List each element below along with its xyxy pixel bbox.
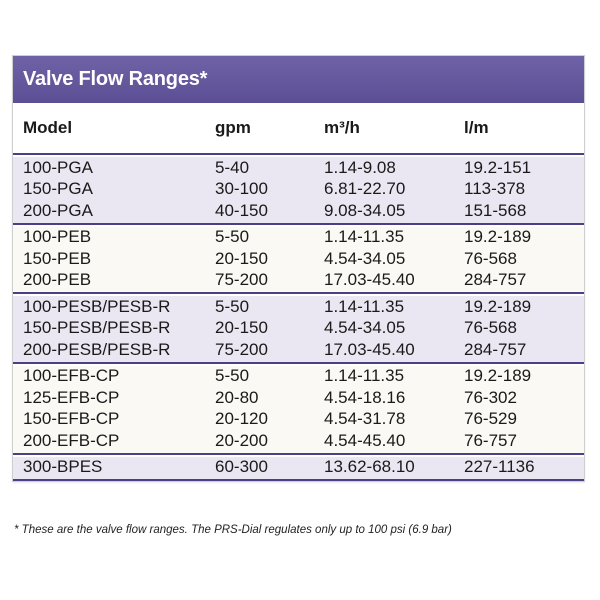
header-lm: l/m	[464, 118, 489, 137]
cell-m3h: 4.54-31.78	[324, 409, 406, 429]
cell-gpm: 20-150	[215, 248, 268, 268]
row-group: 100-PESB/PESB-R 5-50 1.14-11.35 19.2-189 150…	[13, 296, 584, 364]
row-group: 300-BPES 60-300 13.62-68.10 227-1136	[13, 456, 584, 481]
table-row: 125-EFB-CP 20-80 4.54-18.16 76-302	[13, 387, 584, 409]
table-row: 200-PESB/PESB-R 75-200 17.03-45.40 284-757	[13, 339, 584, 361]
cell-m3h: 17.03-45.40	[324, 339, 415, 359]
cell-m3h: 6.81-22.70	[324, 179, 406, 199]
table-row: 200-PEB 75-200 17.03-45.40 284-757	[13, 270, 584, 292]
table-row: 100-EFB-CP 5-50 1.14-11.35 19.2-189	[13, 366, 584, 388]
cell-m3h: 4.54-34.05	[324, 248, 406, 268]
cell-gpm: 20-200	[215, 430, 268, 450]
cell-model: 150-PESB/PESB-R	[23, 318, 171, 338]
cell-lm: 19.2-151	[464, 157, 532, 177]
table-body: 100-PGA 5-40 1.14-9.08 19.2-151 150-PGA 30-10…	[13, 157, 584, 481]
cell-model: 200-PESB/PESB-R	[23, 339, 171, 359]
table-row: 100-PEB 5-50 1.14-11.35 19.2-189	[13, 227, 584, 249]
cell-m3h: 1.14-11.35	[324, 296, 405, 316]
cell-lm: 284-757	[464, 270, 527, 290]
table-row: 150-PESB/PESB-R 20-150 4.54-34.05 76-568	[13, 318, 584, 340]
cell-gpm: 5-50	[215, 227, 250, 247]
cell-gpm: 20-150	[215, 318, 268, 338]
cell-m3h: 4.54-45.40	[324, 430, 406, 450]
row-group: 100-PEB 5-50 1.14-11.35 19.2-189 150-PEB 20-1…	[13, 226, 584, 294]
cell-gpm: 60-300	[215, 457, 268, 477]
table-row: 100-PESB/PESB-R 5-50 1.14-11.35 19.2-189	[13, 296, 584, 318]
cell-gpm: 5-50	[215, 366, 250, 386]
cell-model: 200-PGA	[23, 200, 93, 220]
cell-lm: 19.2-189	[464, 296, 532, 316]
cell-m3h: 4.54-18.16	[324, 387, 406, 407]
cell-m3h: 4.54-34.05	[324, 318, 406, 338]
row-group: 100-PGA 5-40 1.14-9.08 19.2-151 150-PGA 30-10…	[13, 157, 584, 225]
header-model: Model	[23, 118, 73, 137]
cell-model: 150-PEB	[23, 248, 92, 268]
table-row: 100-PGA 5-40 1.14-9.08 19.2-151	[13, 157, 584, 179]
table-row: 150-EFB-CP 20-120 4.54-31.78 76-529	[13, 409, 584, 431]
table-row: 150-PGA 30-100 6.81-22.70 113-378	[13, 179, 584, 201]
cell-model: 300-BPES	[23, 457, 103, 477]
cell-model: 200-PEB	[23, 270, 92, 290]
cell-gpm: 75-200	[215, 270, 268, 290]
cell-lm: 76-302	[464, 387, 517, 407]
cell-model: 100-PESB/PESB-R	[23, 296, 171, 316]
cell-gpm: 20-80	[215, 387, 259, 407]
cell-lm: 284-757	[464, 339, 527, 359]
cell-model: 125-EFB-CP	[23, 387, 120, 407]
table-row: 300-BPES 60-300 13.62-68.10 227-1136	[13, 457, 584, 479]
cell-m3h: 1.14-11.35	[324, 227, 405, 247]
cell-model: 100-PGA	[23, 157, 93, 177]
table-row: 200-EFB-CP 20-200 4.54-45.40 76-757	[13, 430, 584, 452]
table-header-row: Model gpm m³/h l/m	[13, 103, 584, 155]
cell-model: 100-EFB-CP	[23, 366, 120, 386]
table-row: 150-PEB 20-150 4.54-34.05 76-568	[13, 248, 584, 270]
table-title: Valve Flow Ranges*	[13, 56, 584, 103]
cell-m3h: 13.62-68.10	[324, 457, 415, 477]
cell-lm: 19.2-189	[464, 227, 532, 247]
cell-lm: 76-568	[464, 318, 517, 338]
footnote: * These are the valve flow ranges. The P…	[14, 524, 452, 536]
cell-lm: 227-1136	[464, 457, 535, 477]
table-row: 200-PGA 40-150 9.08-34.05 151-568	[13, 200, 584, 222]
cell-m3h: 17.03-45.40	[324, 270, 415, 290]
cell-lm: 113-378	[464, 179, 526, 199]
cell-gpm: 40-150	[215, 200, 268, 220]
header-m3h: m³/h	[324, 118, 360, 137]
cell-model: 100-PEB	[23, 227, 92, 247]
cell-lm: 76-529	[464, 409, 517, 429]
cell-model: 200-EFB-CP	[23, 430, 120, 450]
cell-gpm: 75-200	[215, 339, 268, 359]
cell-lm: 19.2-189	[464, 366, 532, 386]
cell-model: 150-EFB-CP	[23, 409, 120, 429]
row-group: 100-EFB-CP 5-50 1.14-11.35 19.2-189 125-EFB-…	[13, 365, 584, 455]
cell-lm: 76-568	[464, 248, 517, 268]
flow-ranges-table: Valve Flow Ranges* Model gpm m³/h l/m 10…	[12, 55, 585, 482]
cell-lm: 76-757	[464, 430, 517, 450]
cell-m3h: 1.14-9.08	[324, 157, 396, 177]
cell-lm: 151-568	[464, 200, 527, 220]
cell-m3h: 9.08-34.05	[324, 200, 406, 220]
cell-gpm: 5-50	[215, 296, 250, 316]
cell-model: 150-PGA	[23, 179, 93, 199]
cell-gpm: 30-100	[215, 179, 268, 199]
cell-m3h: 1.14-11.35	[324, 366, 405, 386]
cell-gpm: 20-120	[215, 409, 268, 429]
header-gpm: gpm	[215, 118, 251, 137]
cell-gpm: 5-40	[215, 157, 250, 177]
